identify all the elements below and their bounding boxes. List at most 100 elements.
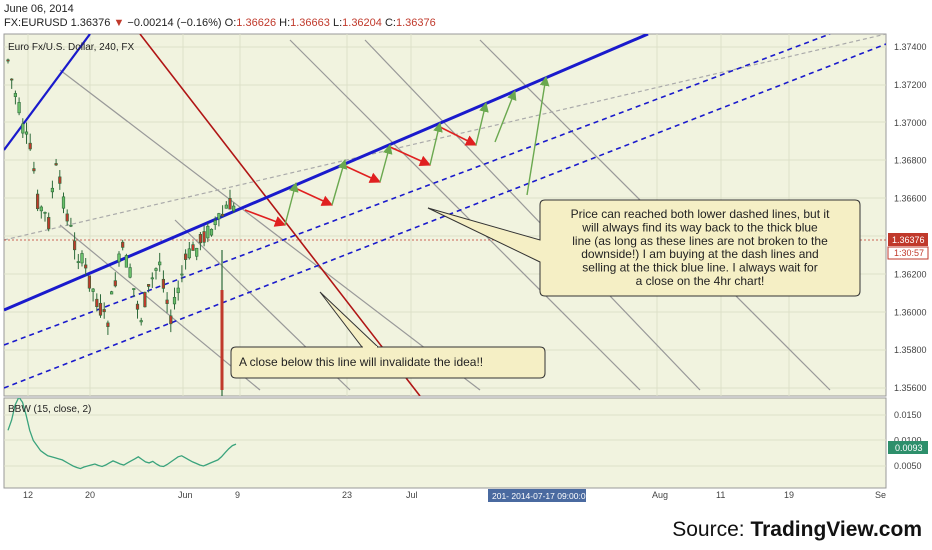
x-tick-label: 11 bbox=[716, 490, 725, 500]
candle-body bbox=[6, 59, 10, 62]
source-credit: Source: TradingView.com bbox=[672, 518, 922, 542]
candle-body bbox=[198, 234, 203, 244]
candle-body bbox=[80, 253, 84, 264]
candle-body bbox=[195, 247, 199, 257]
candle-body bbox=[191, 244, 195, 251]
x-tick-label: 19 bbox=[784, 490, 794, 500]
candle-body bbox=[228, 197, 232, 210]
callout-invalidation[interactable]: A close below this line will invalidate … bbox=[230, 291, 546, 379]
y-tick-label: 1.37200 bbox=[894, 80, 927, 90]
buy-arrow bbox=[429, 122, 443, 166]
countdown-badge bbox=[887, 246, 929, 260]
candle-body bbox=[154, 268, 158, 271]
candle-body bbox=[158, 261, 162, 266]
sell-arrow bbox=[244, 209, 287, 227]
candle-body bbox=[35, 193, 40, 210]
candle-body bbox=[213, 220, 217, 226]
candle-body bbox=[217, 213, 221, 220]
high-label: H: bbox=[279, 17, 291, 29]
x-axis: 12 20 Jun 9 23 Jul Aug 11 19 Se bbox=[23, 490, 886, 500]
crosshair-date-badge bbox=[488, 489, 586, 502]
bbw-badge bbox=[888, 441, 928, 454]
source-brand: TradingView.com bbox=[750, 518, 922, 541]
candle-body bbox=[180, 273, 184, 276]
countdown-text: 1:30:57 bbox=[894, 248, 924, 258]
crosshair-date-text: 201- 2014-07-17 09:00:00 bbox=[492, 491, 591, 501]
candle-body bbox=[61, 196, 66, 209]
bbw-y-axis: 0.0150 0.0100 0.0050 bbox=[894, 410, 922, 471]
candle-body bbox=[206, 225, 210, 239]
close-label: C: bbox=[384, 17, 396, 29]
change: −0.00214 bbox=[127, 17, 174, 29]
x-tick-label: 12 bbox=[23, 490, 33, 500]
callout-invalidation-text: A close below this line will invalidate … bbox=[239, 355, 483, 369]
candle-body bbox=[47, 216, 51, 230]
projection-arrows bbox=[244, 76, 550, 227]
candle-body bbox=[69, 224, 73, 227]
y-tick-label: 1.37000 bbox=[894, 118, 927, 128]
x-tick-label: 9 bbox=[235, 490, 240, 500]
close-value: 1.36376 bbox=[395, 17, 436, 29]
blue-dashed-line-1 bbox=[4, 34, 831, 346]
x-tick-label: Aug bbox=[652, 490, 668, 500]
candle-body bbox=[176, 287, 180, 294]
candle-body bbox=[21, 123, 25, 134]
candle-body bbox=[143, 292, 147, 308]
candle-body bbox=[106, 322, 110, 327]
source-prefix: Source: bbox=[672, 518, 751, 541]
ticker-bar: FX:EURUSD 1.36376 ▼ −0.00214 (−0.16%) O:… bbox=[4, 17, 436, 29]
candle-body bbox=[98, 302, 103, 316]
candle-body bbox=[165, 299, 169, 304]
y-tick-label: 1.36800 bbox=[894, 156, 927, 166]
bbw-y-tick-label: 0.0150 bbox=[894, 410, 922, 420]
candle-body bbox=[135, 303, 140, 310]
candle-body bbox=[43, 212, 47, 214]
candle-body bbox=[84, 264, 88, 269]
candle-body bbox=[184, 253, 188, 260]
buy-arrow bbox=[379, 144, 393, 183]
bbw-y-tick-label: 0.0050 bbox=[894, 461, 922, 471]
buy-arrow bbox=[494, 90, 517, 143]
candle-body bbox=[147, 284, 151, 287]
chart-title: Euro Fx/U.S. Dollar, 240, FX bbox=[8, 42, 134, 53]
y-tick-label: 1.36200 bbox=[894, 269, 927, 279]
invalidation-line bbox=[139, 34, 421, 396]
buy-arrow bbox=[331, 159, 348, 206]
low-value: 1.36204 bbox=[342, 17, 382, 29]
open-value: 1.36626 bbox=[236, 17, 277, 29]
y-axis: 1.374001.372001.370001.368001.366001.364… bbox=[894, 42, 927, 393]
candle-body bbox=[17, 102, 21, 114]
callout-main-text: Price can reached both lower dashed line… bbox=[571, 207, 830, 288]
symbol[interactable]: FX:EURUSD bbox=[4, 17, 68, 29]
candlesticks bbox=[6, 58, 236, 396]
candle-body bbox=[110, 291, 114, 295]
candle-body bbox=[95, 298, 99, 308]
grid bbox=[4, 34, 886, 396]
candle-body bbox=[232, 205, 236, 211]
candle-body bbox=[150, 277, 154, 280]
candle-body bbox=[24, 131, 29, 135]
bbw-y-tick-label: 0.0100 bbox=[894, 436, 922, 446]
candle-body bbox=[117, 253, 121, 263]
candle-body bbox=[54, 163, 58, 166]
candle-body bbox=[32, 168, 36, 172]
bbw-badge-text: 0.0093 bbox=[895, 443, 923, 453]
chart-date: June 06, 2014 bbox=[4, 3, 74, 15]
candle-body bbox=[132, 288, 136, 290]
y-tick-label: 1.36000 bbox=[894, 307, 927, 317]
y-tick-label: 1.35600 bbox=[894, 383, 927, 393]
x-tick-label: Se bbox=[875, 490, 886, 500]
candle-body bbox=[220, 290, 224, 390]
price-badge-text: 1.36376 bbox=[892, 235, 925, 245]
candle-body bbox=[87, 275, 91, 289]
bbw-pane[interactable] bbox=[3, 397, 887, 489]
upper-blue-segment bbox=[4, 34, 91, 151]
callout-main[interactable]: Price can reached both lower dashed line… bbox=[427, 199, 861, 297]
candle-body bbox=[13, 93, 18, 97]
bbw-grid bbox=[4, 414, 886, 467]
blue-dashed-line-2 bbox=[4, 43, 886, 389]
sell-arrow bbox=[342, 164, 382, 183]
change-pct: (−0.16%) bbox=[176, 17, 222, 29]
upper-dashed-line bbox=[4, 34, 886, 241]
